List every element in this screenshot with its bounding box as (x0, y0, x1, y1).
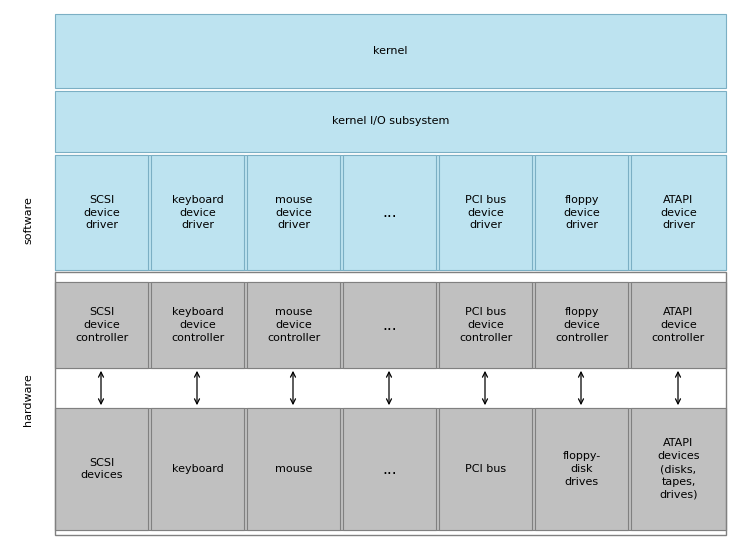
Text: floppy
device
driver: floppy device driver (563, 195, 600, 230)
Text: hardware: hardware (23, 374, 33, 427)
Text: ...: ... (382, 205, 397, 220)
Bar (151, 155, 244, 270)
Text: keyboard: keyboard (172, 464, 223, 474)
Text: floppy-
disk
drives: floppy- disk drives (562, 451, 601, 487)
Text: ATAPI
device
controller: ATAPI device controller (652, 307, 705, 343)
Text: SCSI
device
driver: SCSI device driver (83, 195, 120, 230)
Bar (247, 282, 340, 368)
Bar (343, 155, 436, 270)
Text: PCI bus
device
controller: PCI bus device controller (459, 307, 512, 343)
Bar (535, 155, 628, 270)
Text: keyboard
device
controller: keyboard device controller (171, 307, 224, 343)
Bar (55, 14, 726, 88)
Bar (535, 408, 628, 530)
Bar (247, 408, 340, 530)
Text: ATAPI
devices
(disks,
tapes,
drives): ATAPI devices (disks, tapes, drives) (657, 439, 700, 500)
Text: SCSI
device
controller: SCSI device controller (75, 307, 128, 343)
Bar (631, 282, 726, 368)
Text: mouse
device
controller: mouse device controller (267, 307, 320, 343)
Text: keyboard
device
driver: keyboard device driver (172, 195, 223, 230)
Bar (535, 282, 628, 368)
Bar (55, 408, 148, 530)
Bar (439, 282, 532, 368)
Text: software: software (23, 196, 33, 244)
Bar (247, 155, 340, 270)
Text: kernel I/O subsystem: kernel I/O subsystem (332, 116, 449, 126)
Text: PCI bus: PCI bus (465, 464, 506, 474)
Bar (151, 408, 244, 530)
Text: SCSI
devices: SCSI devices (80, 458, 123, 480)
Text: mouse: mouse (275, 464, 312, 474)
Text: mouse
device
driver: mouse device driver (275, 195, 312, 230)
Bar (343, 282, 436, 368)
Bar (55, 155, 148, 270)
Bar (55, 272, 726, 535)
Text: PCI bus
device
driver: PCI bus device driver (465, 195, 506, 230)
Text: ...: ... (382, 462, 397, 477)
Text: floppy
device
controller: floppy device controller (555, 307, 608, 343)
Bar (55, 155, 726, 270)
Bar (151, 282, 244, 368)
Bar (439, 155, 532, 270)
Bar (55, 91, 726, 152)
Bar (631, 155, 726, 270)
Text: ATAPI
device
driver: ATAPI device driver (660, 195, 697, 230)
Bar (343, 408, 436, 530)
Bar (55, 282, 726, 368)
Bar (439, 408, 532, 530)
Bar (55, 282, 148, 368)
Bar (631, 408, 726, 530)
Text: ...: ... (382, 317, 397, 333)
Bar (55, 408, 726, 530)
Text: kernel: kernel (374, 46, 408, 56)
